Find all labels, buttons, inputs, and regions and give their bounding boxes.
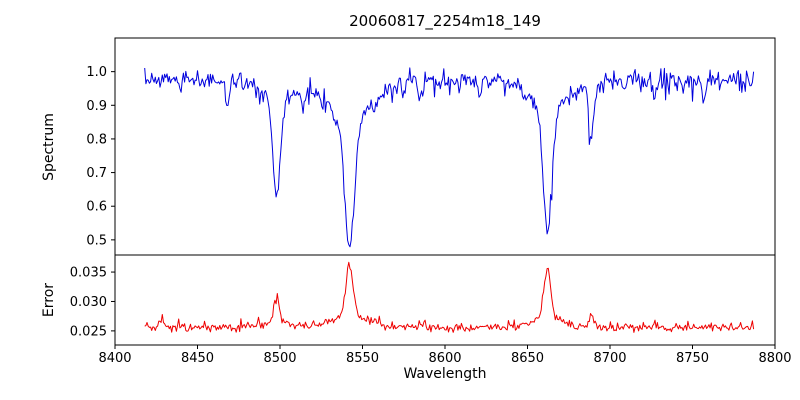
error-line	[144, 261, 755, 333]
x-tick-label: 8600	[428, 351, 461, 366]
y-tick-label: 0.025	[70, 324, 107, 339]
y-tick-label: 0.6	[86, 200, 107, 215]
y-tick-label: 0.9	[86, 99, 107, 114]
x-tick-label: 8400	[98, 351, 131, 366]
y-tick-label: 0.7	[86, 166, 107, 181]
x-tick-label: 8700	[593, 351, 626, 366]
x-tick-label: 8800	[758, 351, 791, 366]
x-tick-label: 8750	[676, 351, 709, 366]
spectrum-line	[144, 67, 755, 248]
y-tick-label: 1.0	[86, 65, 107, 80]
y-tick-label: 0.035	[70, 266, 107, 281]
y-tick-label: 0.030	[70, 295, 107, 310]
x-tick-label: 8450	[181, 351, 214, 366]
x-tick-label: 8500	[263, 351, 296, 366]
y-tick-label: 0.8	[86, 132, 107, 147]
x-axis-label: Wavelength	[403, 366, 487, 382]
x-tick-label: 8550	[346, 351, 379, 366]
chart-title: 20060817_2254m18_149	[349, 12, 541, 30]
spectrum-panel-spines	[114, 37, 776, 256]
error-panel-spines	[114, 254, 776, 346]
y-tick-label: 0.5	[86, 233, 107, 248]
x-tick-label: 8650	[511, 351, 544, 366]
